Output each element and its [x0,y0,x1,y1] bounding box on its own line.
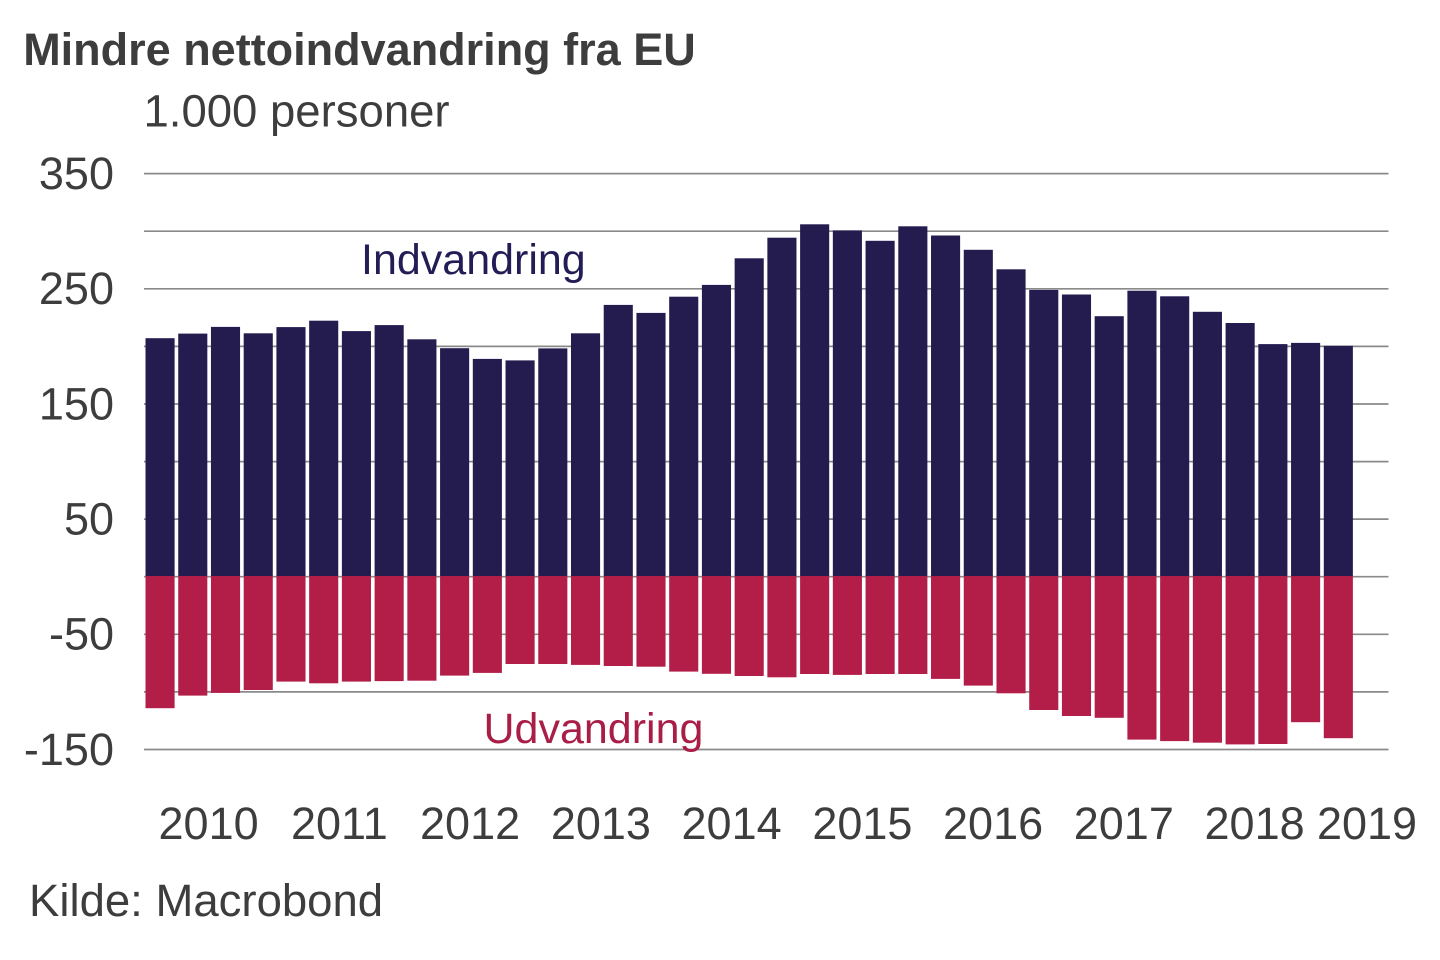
svg-text:250: 250 [39,263,114,314]
svg-text:2011: 2011 [291,798,388,849]
svg-text:Kilde: Macrobond: Kilde: Macrobond [29,875,383,926]
svg-text:2014: 2014 [682,798,782,849]
svg-text:Mindre nettoindvandring fra EU: Mindre nettoindvandring fra EU [23,24,696,75]
svg-text:Udvandring: Udvandring [484,705,704,753]
svg-text:1.000 personer: 1.000 personer [144,86,450,137]
svg-text:-50: -50 [49,609,114,660]
svg-text:50: 50 [64,493,114,544]
svg-text:2013: 2013 [551,798,651,849]
svg-text:-150: -150 [24,724,114,775]
svg-text:2018: 2018 [1205,798,1305,849]
svg-text:2016: 2016 [943,798,1043,849]
svg-text:Indvandring: Indvandring [361,236,586,284]
svg-text:2012: 2012 [420,798,520,849]
svg-text:2015: 2015 [812,798,912,849]
svg-text:2017: 2017 [1074,798,1174,849]
svg-text:150: 150 [39,378,114,429]
svg-text:2010: 2010 [159,798,259,849]
svg-text:350: 350 [39,148,114,199]
svg-text:2019: 2019 [1317,798,1417,849]
